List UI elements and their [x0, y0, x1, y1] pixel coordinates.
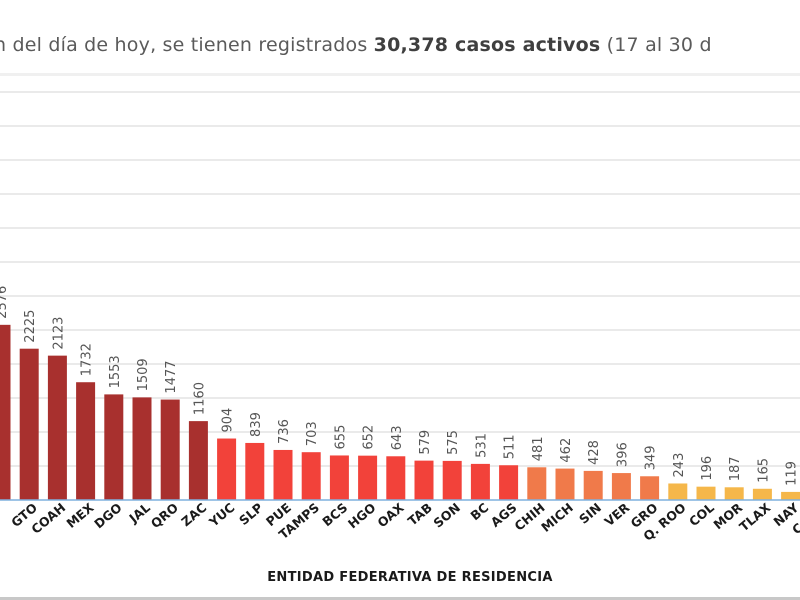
bar [273, 449, 293, 500]
bar [555, 468, 575, 500]
bar [724, 487, 744, 500]
bar-value-label: 187 [728, 456, 743, 481]
bar-value-label: 396 [615, 442, 630, 467]
bar [414, 460, 434, 500]
bar [583, 470, 603, 500]
bar-value-label: 643 [390, 425, 405, 450]
bar [752, 488, 772, 500]
bar-value-label: 428 [587, 440, 602, 465]
bar-value-label: 575 [446, 430, 461, 455]
category-label: COL [686, 500, 717, 529]
bar [358, 455, 378, 500]
headline-prefix: n del día de hoy, se tienen registrados [0, 34, 374, 56]
bar-value-label: 165 [756, 458, 771, 483]
bar-value-label: 904 [221, 408, 236, 433]
category-label: HGO [345, 500, 379, 532]
bar [640, 476, 660, 500]
bar-value-label: 2123 [51, 317, 66, 350]
bar-value-label: 1553 [108, 355, 123, 388]
bar [132, 397, 152, 500]
bar-value-label: 1160 [192, 382, 207, 415]
bar-value-label: 349 [644, 445, 659, 470]
bar [470, 463, 490, 500]
x-axis-title: ENTIDAD FEDERATIVA DE RESIDENCIA [267, 570, 553, 585]
bar-value-label: 1732 [80, 343, 95, 376]
bar [76, 382, 96, 500]
bar-value-label: 839 [249, 412, 264, 437]
bar [47, 355, 67, 500]
bar-value-label: 119 [785, 461, 800, 486]
category-label: YUC [205, 500, 237, 530]
bar-value-label: 579 [418, 430, 433, 455]
bar [19, 348, 39, 500]
bar [245, 442, 265, 500]
headline-active-cases: 30,378 casos activos [373, 34, 601, 56]
category-label: SIN [576, 500, 604, 527]
bar [696, 486, 716, 500]
bar-value-label: 2576 [0, 286, 10, 319]
bar [527, 467, 547, 500]
bar [329, 455, 349, 500]
category-label: ZAC [178, 500, 209, 529]
bar-value-label: 736 [277, 419, 292, 444]
headline-suffix: (17 al 30 d [600, 34, 712, 56]
bar [104, 394, 124, 500]
category-label: OAX [374, 500, 407, 531]
bar-value-label: 652 [362, 425, 377, 450]
bar-value-label: 1509 [136, 358, 151, 391]
bar [386, 456, 406, 500]
category-label: BCS [319, 500, 350, 529]
category-label: TLAX [736, 500, 773, 535]
bar-value-label: 243 [672, 453, 687, 478]
category-label: MEX [63, 500, 96, 531]
bar [160, 399, 180, 500]
bar-value-label: 1477 [164, 360, 179, 393]
bar-value-label: 196 [700, 456, 715, 481]
bottom-divider [0, 597, 800, 600]
bar-value-label: 703 [305, 421, 320, 446]
bar-value-label: 655 [333, 425, 348, 450]
bar [442, 460, 462, 500]
bar [188, 421, 208, 500]
category-label: SON [430, 500, 463, 531]
bar-value-label: 462 [559, 438, 574, 463]
category-label: QRO [148, 500, 181, 531]
bar-value-label: 2225 [23, 310, 38, 343]
headline: n del día de hoy, se tienen registrados … [0, 34, 712, 56]
bar-value-label: 511 [503, 434, 518, 459]
category-label: DGO [91, 500, 125, 532]
bar [301, 452, 321, 500]
bar [499, 465, 519, 500]
category-label: SLP [236, 500, 266, 528]
bar [217, 438, 237, 500]
bar [611, 473, 631, 500]
bar [781, 491, 800, 500]
bar [668, 483, 688, 500]
category-label: MICH [538, 500, 576, 535]
top-divider [0, 73, 800, 76]
category-label: VER [601, 500, 632, 530]
category-label: TAB [405, 500, 435, 529]
bar-value-label: 531 [474, 433, 489, 458]
bar [0, 324, 11, 500]
bar-value-label: 481 [531, 436, 546, 461]
